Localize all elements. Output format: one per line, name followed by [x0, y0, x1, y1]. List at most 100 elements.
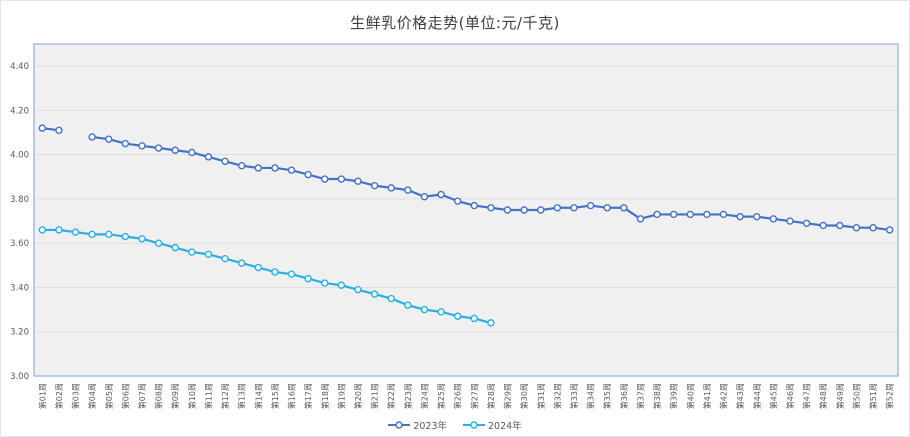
- y-axis-label: 4.00: [10, 151, 29, 161]
- data-point-2023年: [387, 184, 395, 192]
- data-point-2024年: [138, 235, 146, 243]
- x-axis-label: 第15周: [270, 383, 280, 409]
- x-axis-label: 第40周: [685, 383, 695, 409]
- data-point-2023年: [553, 204, 562, 212]
- x-axis-label: 第06周: [120, 383, 130, 409]
- data-point-2023年: [188, 148, 196, 157]
- x-axis-label: 第23周: [403, 383, 413, 409]
- x-axis-label: 第16周: [287, 383, 297, 409]
- data-point-2023年: [271, 164, 279, 172]
- x-axis-label: 第25周: [436, 383, 446, 409]
- legend-marker-icon: [463, 421, 485, 429]
- data-point-2023年: [686, 210, 695, 219]
- x-axis-label: 第24周: [419, 383, 429, 409]
- data-point-2024年: [254, 263, 263, 272]
- x-axis-label: 第27周: [469, 383, 479, 409]
- legend-item-2024年: 2024年: [463, 418, 522, 432]
- legend-marker-icon: [388, 421, 411, 429]
- data-point-2023年: [852, 224, 861, 232]
- data-point-2024年: [88, 230, 96, 239]
- x-axis-label: 第29周: [503, 383, 513, 409]
- x-axis-label: 第43周: [735, 383, 745, 409]
- data-point-2023年: [121, 139, 130, 148]
- data-point-2023年: [55, 126, 63, 135]
- data-point-2023年: [570, 204, 578, 212]
- data-point-2023年: [287, 166, 296, 174]
- data-point-2024年: [237, 259, 246, 267]
- data-point-2023年: [105, 135, 113, 143]
- series-line-2024年: [42, 228, 492, 324]
- data-point-2023年: [669, 210, 678, 219]
- data-point-2023年: [885, 226, 894, 234]
- y-axis-label: 4.20: [10, 106, 29, 116]
- data-point-2023年: [503, 206, 512, 214]
- x-axis-label: 第41周: [702, 383, 712, 409]
- data-point-2023年: [769, 215, 778, 223]
- x-axis-label: 第26周: [453, 383, 463, 409]
- x-axis-label: 第50周: [851, 383, 861, 409]
- y-axis-label: 3.40: [10, 283, 29, 293]
- data-point-2023年: [237, 162, 246, 170]
- data-point-2024年: [321, 279, 329, 287]
- data-point-2023年: [254, 164, 263, 172]
- x-axis-label: 第21周: [370, 383, 380, 409]
- x-axis-label: 第17周: [303, 383, 313, 409]
- x-axis-label: 第05周: [104, 383, 114, 409]
- legend-label: 2024年: [488, 421, 522, 432]
- data-point-2023年: [802, 219, 811, 227]
- data-point-2024年: [55, 226, 63, 234]
- y-axis-label: 4.40: [10, 62, 29, 72]
- x-axis-label: 第04周: [87, 383, 97, 409]
- x-axis-label: 第02周: [54, 383, 64, 409]
- data-point-2023年: [420, 193, 429, 201]
- x-axis-label: 第33周: [569, 383, 579, 409]
- data-point-2023年: [171, 146, 179, 154]
- x-axis-label: 第11周: [203, 383, 213, 409]
- data-point-2023年: [453, 197, 462, 205]
- x-axis-label: 第37周: [635, 383, 645, 409]
- data-point-2024年: [354, 285, 362, 294]
- data-point-2023年: [520, 206, 528, 214]
- data-point-2024年: [204, 250, 213, 258]
- data-point-2023年: [753, 212, 761, 221]
- x-axis-label: 第47周: [802, 383, 812, 409]
- x-axis-label: 第01周: [37, 383, 47, 409]
- data-point-2023年: [636, 215, 645, 223]
- data-point-2023年: [304, 170, 312, 179]
- data-point-2024年: [121, 232, 130, 241]
- data-point-2024年: [487, 319, 495, 327]
- x-axis-label: 第35周: [602, 383, 612, 409]
- x-axis-label: 第49周: [835, 383, 845, 409]
- data-point-2023年: [138, 142, 146, 150]
- data-point-2023年: [437, 190, 445, 199]
- data-point-2023年: [537, 206, 545, 214]
- data-point-2023年: [221, 157, 229, 166]
- x-axis-label: 第52周: [885, 383, 895, 409]
- x-axis-label: 第48周: [818, 383, 828, 409]
- x-axis-label: 第28周: [486, 383, 496, 409]
- x-axis-label: 第31周: [536, 383, 546, 409]
- chart-title: 生鲜乳价格走势(单位:元/千克): [350, 14, 560, 32]
- x-axis-label: 第34周: [586, 383, 596, 409]
- x-axis-label: 第32周: [552, 383, 562, 409]
- data-point-2023年: [836, 221, 844, 230]
- data-point-2023年: [786, 217, 794, 225]
- data-point-2024年: [337, 281, 346, 289]
- data-point-2024年: [387, 294, 395, 303]
- data-point-2023年: [88, 133, 96, 141]
- data-point-2023年: [354, 177, 362, 185]
- y-axis-label: 3.60: [10, 239, 29, 249]
- x-axis-label: 第22周: [386, 383, 396, 409]
- data-point-2023年: [703, 210, 711, 219]
- legend-item-2023年: 2023年: [388, 418, 447, 432]
- x-axis-label: 第38周: [652, 383, 662, 409]
- data-point-2023年: [321, 175, 329, 183]
- data-point-2023年: [154, 144, 163, 152]
- data-point-2024年: [271, 268, 279, 276]
- data-point-2024年: [38, 226, 47, 234]
- x-axis-label: 第45周: [768, 383, 778, 409]
- x-axis-label: 第07周: [137, 383, 147, 409]
- plot-border: [33, 43, 899, 377]
- x-axis-label: 第03周: [71, 383, 81, 409]
